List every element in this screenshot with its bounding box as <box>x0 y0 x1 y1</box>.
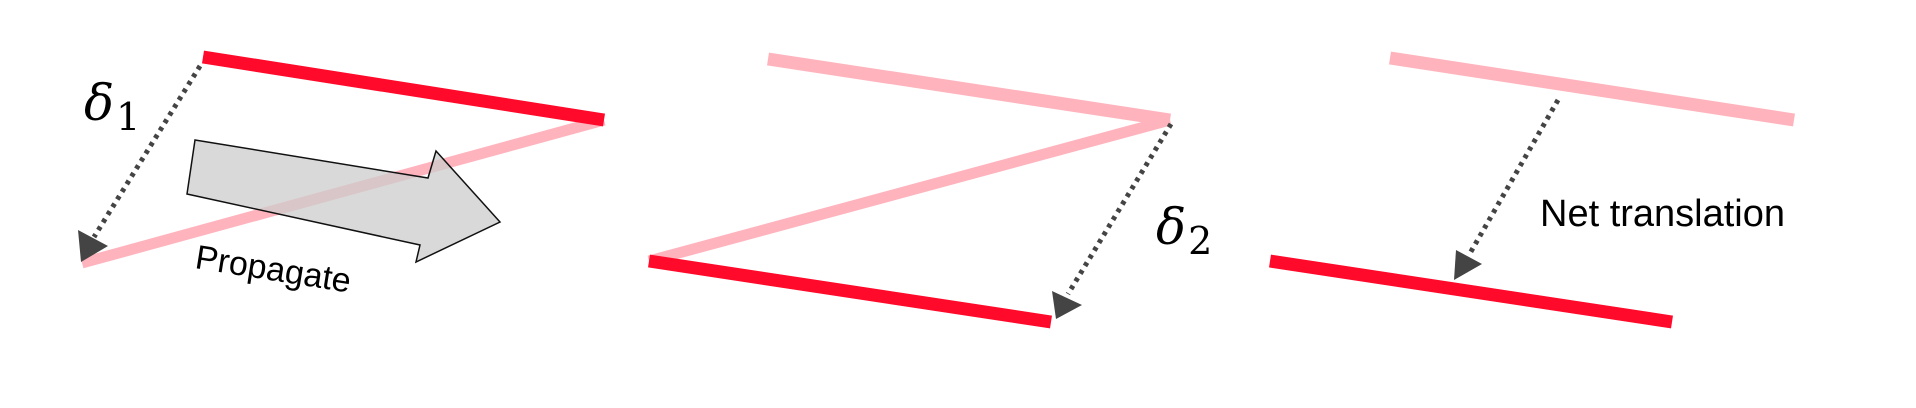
faded-top-segment <box>1389 51 1795 127</box>
propagate-label: Propagate <box>193 238 354 300</box>
net-translation-arrowhead <box>1454 250 1482 280</box>
delta1-label: δ1 <box>84 74 140 139</box>
bottom-red-segment <box>648 254 1052 329</box>
faded-top-segment <box>767 52 1171 127</box>
bottom-red-segment <box>1269 254 1673 329</box>
top-red-segment <box>201 50 606 127</box>
panel-3: Net translation <box>1269 51 1795 329</box>
panel-1: δ1 Propagate <box>78 50 606 300</box>
faded-diagonal-segment <box>647 114 1172 267</box>
propagate-arrow-body <box>186 139 502 264</box>
net-translation-label: Net translation <box>1540 193 1785 235</box>
net-translation-dotted-arrow-line <box>1466 98 1561 257</box>
panel-2: δ2 <box>647 52 1212 329</box>
delta1-dotted-arrow-line <box>91 64 203 239</box>
delta2-label: δ2 <box>1156 198 1212 263</box>
delta2-arrowhead <box>1052 291 1082 319</box>
propagate-arrow <box>186 139 502 264</box>
delta1-arrowhead <box>78 230 108 262</box>
delta2-dotted-arrow-line <box>1065 122 1174 296</box>
